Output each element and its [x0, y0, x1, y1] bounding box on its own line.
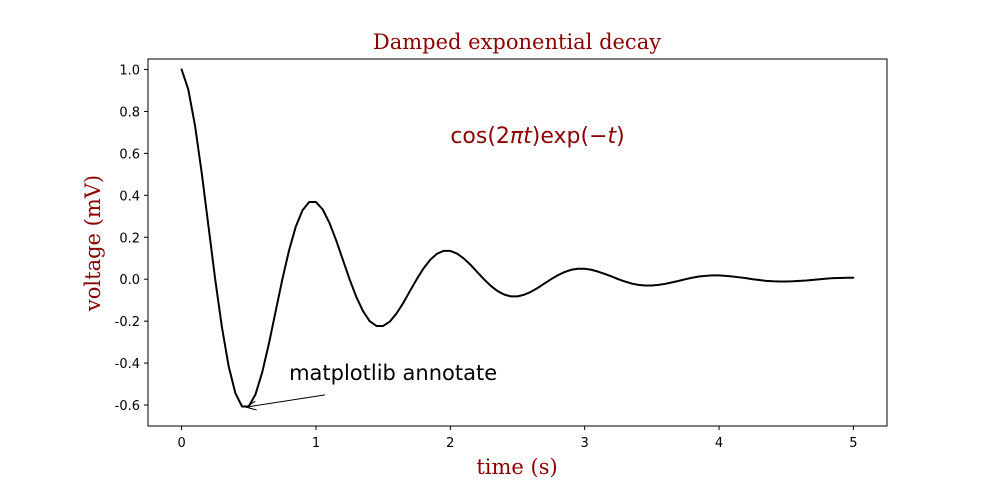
y-tick-label: 0.8 — [119, 105, 140, 120]
formula-part-t: t — [608, 124, 618, 149]
series-line — [180, 68, 855, 408]
annotation-arrow-head — [244, 400, 257, 411]
y-tick-label: 0.0 — [119, 273, 140, 288]
y-axis-ticks: -0.6 -0.4 -0.2 0.0 0.2 0.4 0.6 0.8 1.0 — [115, 63, 148, 414]
x-axis-label: time (s) — [476, 455, 557, 479]
annotation-arrow-line — [246, 394, 326, 408]
formula-part-close: ) — [616, 124, 625, 149]
formula-part-cos: cos(2 — [450, 124, 510, 149]
chart-title: Damped exponential decay — [373, 30, 661, 54]
x-axis-ticks: 0 1 2 3 4 5 — [177, 426, 858, 451]
y-tick-label: 0.6 — [119, 147, 140, 162]
x-tick-label: 0 — [177, 436, 185, 451]
formula-part-exp: )exp(− — [532, 124, 608, 149]
x-tick-label: 2 — [446, 436, 454, 451]
x-tick-label: 3 — [581, 436, 589, 451]
y-tick-label: 1.0 — [119, 63, 140, 78]
y-axis-label: voltage (mV) — [81, 175, 105, 312]
y-tick-label: -0.6 — [115, 399, 140, 414]
axes-frame — [147, 58, 888, 427]
y-tick-label: -0.2 — [115, 315, 140, 330]
formula-part-pi-t: πt — [510, 124, 533, 149]
y-tick-label: -0.4 — [115, 357, 140, 372]
y-tick-label: 0.4 — [119, 189, 140, 204]
x-tick-label: 5 — [849, 436, 857, 451]
x-tick-label: 4 — [715, 436, 723, 451]
y-tick-label: 0.2 — [119, 231, 140, 246]
formula-annotation: cos(2πt)exp(−t) — [450, 124, 624, 149]
arrow-annotation-text: matplotlib annotate — [289, 361, 497, 385]
plot-area — [147, 58, 888, 427]
x-tick-label: 1 — [312, 436, 320, 451]
